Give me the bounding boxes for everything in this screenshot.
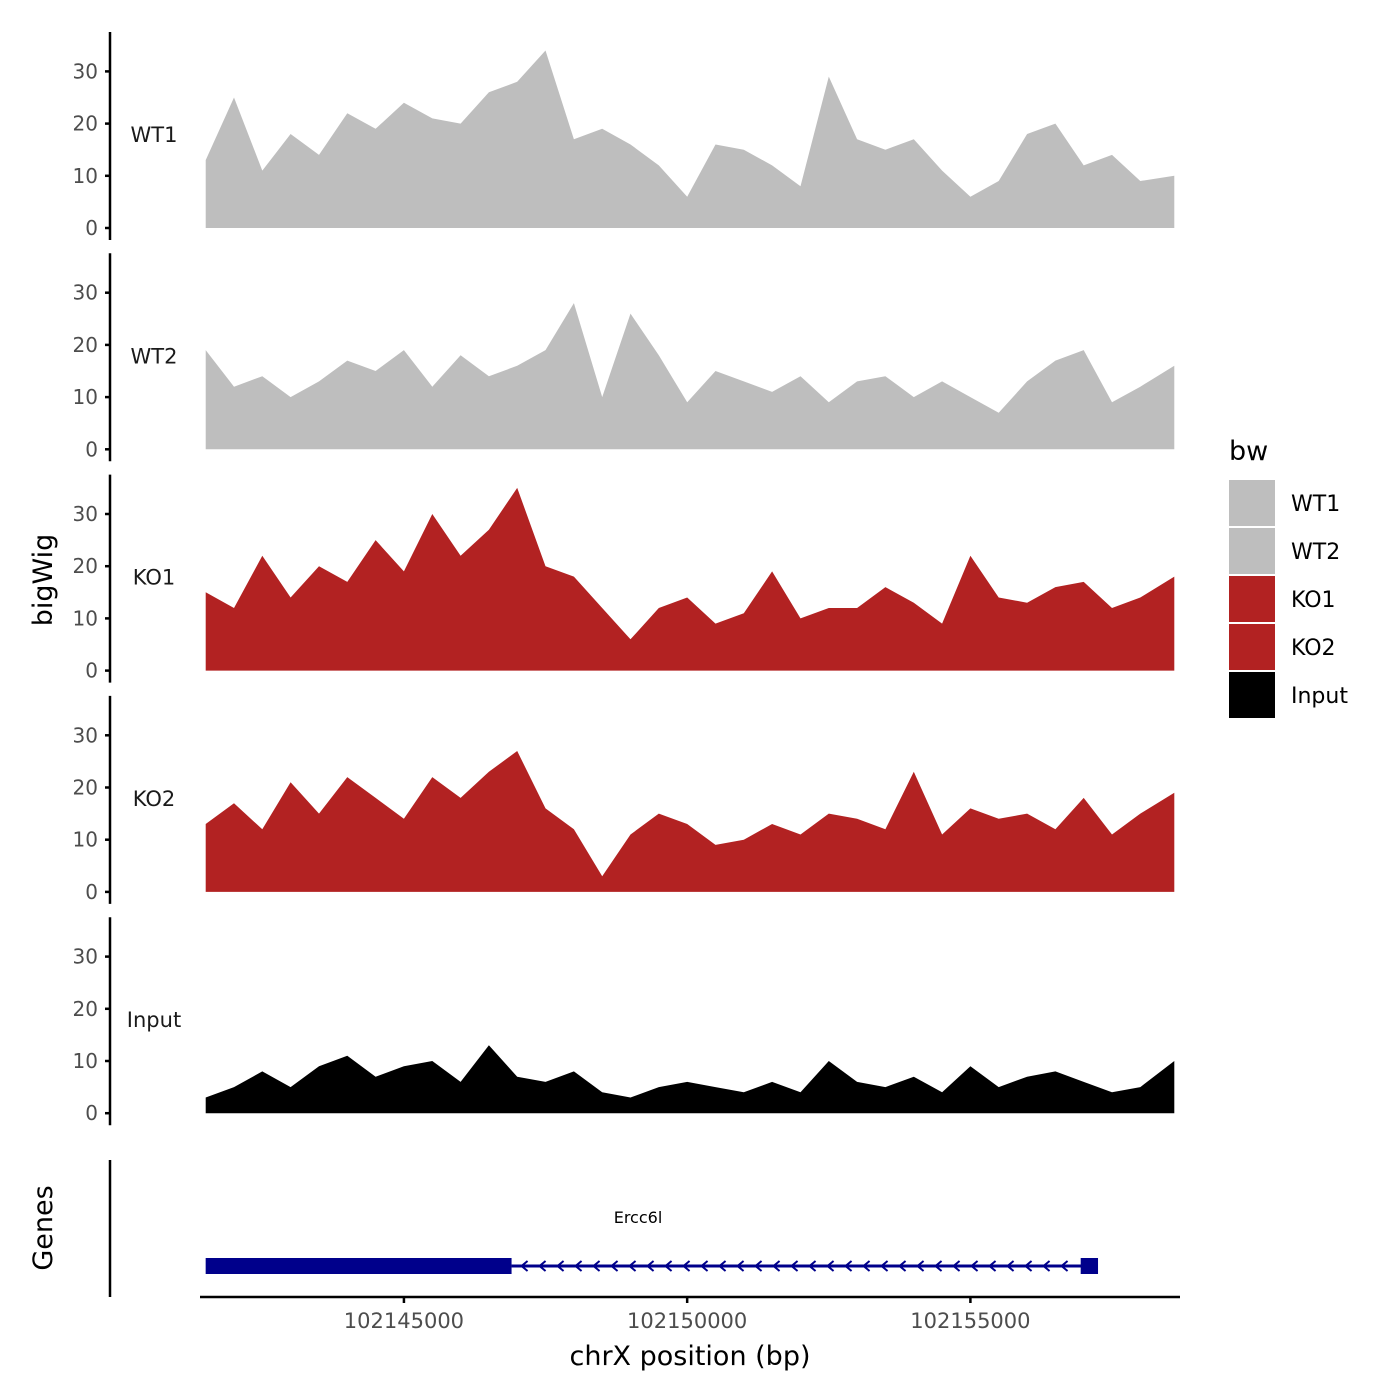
strand-arrow: [573, 1260, 583, 1272]
strand-arrow: [1023, 1260, 1033, 1272]
strand-arrow: [519, 1260, 529, 1272]
legend-title: bw: [1229, 436, 1268, 467]
strand-arrow: [1059, 1260, 1069, 1272]
strand-arrow: [933, 1260, 943, 1272]
track-wt2: 0 10 20 30 WT2: [73, 253, 1175, 462]
legend-swatch-input: [1229, 672, 1275, 718]
track-label-ko1: KO1: [133, 566, 176, 590]
strand-arrow: [537, 1260, 547, 1272]
strand-arrow: [951, 1260, 961, 1272]
legend-swatch-ko2: [1229, 624, 1275, 670]
track-wt1: 0 10 20 30 WT1: [73, 32, 1175, 240]
strand-arrow: [609, 1260, 619, 1272]
y-tick-label-wt1-10: 10: [73, 164, 98, 188]
track-label-wt1: WT1: [131, 123, 178, 147]
gene-exon-end: [1080, 1258, 1099, 1274]
legend-label-ko2: KO2: [1291, 636, 1336, 661]
area-ko1: [205, 487, 1175, 671]
x-axis: 102145000 102150000 102155000: [200, 1295, 1180, 1333]
y-tick-label-input-20: 20: [73, 997, 98, 1021]
strand-arrow: [771, 1260, 781, 1272]
strand-arrow: [1041, 1260, 1051, 1272]
y-tick-label-wt2-20: 20: [73, 333, 98, 357]
signal-tracks: 0 10 20 30 WT1 0 10 20 30 WT2 0 10 20 30 KO1 0 10 20 30 KO2…: [73, 32, 1175, 1126]
track-label-ko2: KO2: [133, 787, 176, 811]
y-tick-label-input-30: 30: [73, 945, 98, 969]
strand-arrow: [915, 1260, 925, 1272]
y-tick-label-ko1-20: 20: [73, 554, 98, 578]
strand-arrow: [555, 1260, 565, 1272]
strand-arrow: [735, 1260, 745, 1272]
x-axis-title: chrX position (bp): [569, 1341, 810, 1372]
legend-label-wt2: WT2: [1291, 540, 1340, 565]
gene-track-panel: Ercc6l: [108, 1160, 1099, 1297]
area-wt2: [205, 303, 1175, 450]
y-tick-label-wt1-20: 20: [73, 112, 98, 136]
legend-label-ko1: KO1: [1291, 588, 1336, 613]
track-ko1: 0 10 20 30 KO1: [73, 474, 1175, 683]
strand-arrow: [699, 1260, 709, 1272]
legend-label-wt1: WT1: [1291, 492, 1340, 517]
y-tick-label-wt2-0: 0: [85, 437, 98, 461]
y-axis-title: bigWig: [28, 534, 59, 627]
legend-swatch-wt1: [1229, 480, 1275, 526]
strand-arrow: [1005, 1260, 1015, 1272]
y-tick-label-input-10: 10: [73, 1049, 98, 1073]
strand-arrow: [807, 1260, 817, 1272]
track-label-wt2: WT2: [131, 344, 178, 368]
strand-arrow: [861, 1260, 871, 1272]
legend-label-input: Input: [1291, 684, 1348, 709]
legend-swatch-wt2: [1229, 528, 1275, 574]
y-tick-label-wt1-0: 0: [85, 216, 98, 240]
area-wt1: [205, 50, 1175, 228]
y-tick-label-wt2-10: 10: [73, 385, 98, 409]
track-input: 0 10 20 30 Input: [73, 917, 1175, 1126]
y-tick-label-ko2-30: 30: [73, 723, 98, 747]
strand-arrow: [681, 1260, 691, 1272]
strand-arrow: [897, 1260, 907, 1272]
strand-arrow: [789, 1260, 799, 1272]
strand-arrow: [825, 1260, 835, 1272]
strand-arrow: [663, 1260, 673, 1272]
gene-name-label: Ercc6l: [614, 1208, 663, 1227]
y-tick-label-wt1-30: 30: [73, 59, 98, 83]
strand-arrow: [843, 1260, 853, 1272]
area-ko2: [205, 751, 1175, 892]
track-ko2: 0 10 20 30 KO2: [73, 695, 1175, 904]
strand-arrow: [645, 1260, 655, 1272]
track-label-input: Input: [127, 1008, 181, 1032]
strand-arrow: [753, 1260, 763, 1272]
y-tick-label-ko2-10: 10: [73, 828, 98, 852]
genes-axis-title: Genes: [28, 1185, 59, 1270]
strand-arrow: [717, 1260, 727, 1272]
area-input: [205, 1045, 1175, 1114]
y-tick-label-ko1-30: 30: [73, 502, 98, 526]
strand-arrow: [879, 1260, 889, 1272]
y-tick-label-ko1-10: 10: [73, 606, 98, 630]
strand-arrow: [591, 1260, 601, 1272]
x-tick-label-0: 102145000: [344, 1309, 464, 1333]
strand-arrow: [969, 1260, 979, 1272]
legend: WT1 WT2 KO1 KO2 Input: [1229, 480, 1348, 718]
x-tick-label-2: 102155000: [910, 1309, 1030, 1333]
gene-exon-block: [205, 1258, 512, 1274]
y-tick-label-wt2-30: 30: [73, 281, 98, 305]
x-tick-label-1: 102150000: [627, 1309, 747, 1333]
y-tick-label-ko2-20: 20: [73, 776, 98, 800]
y-tick-label-ko2-0: 0: [85, 880, 98, 904]
y-tick-label-input-0: 0: [85, 1101, 98, 1125]
legend-swatch-ko1: [1229, 576, 1275, 622]
y-tick-label-ko1-0: 0: [85, 659, 98, 683]
strand-arrow: [987, 1260, 997, 1272]
strand-arrow: [627, 1260, 637, 1272]
